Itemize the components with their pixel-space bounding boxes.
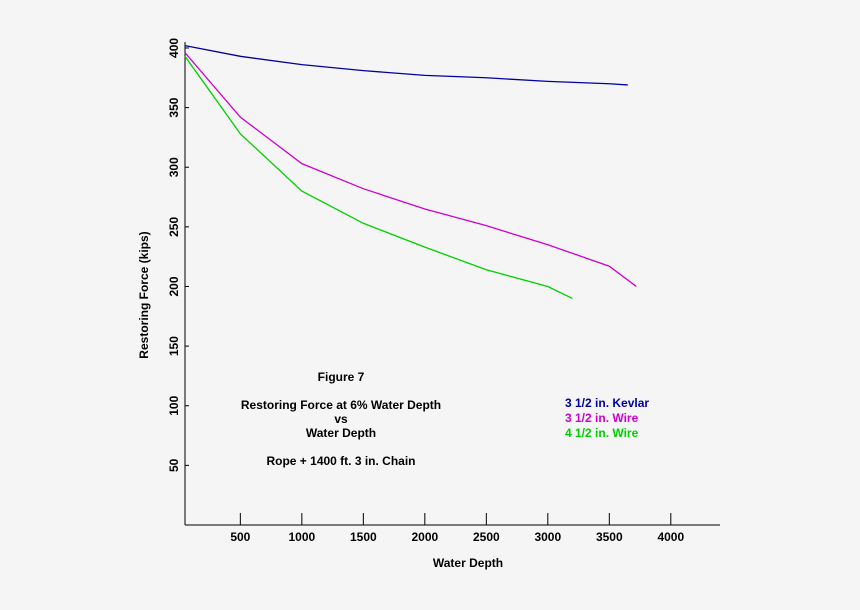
y-tick-label: 50 [167,458,181,472]
line [184,55,573,299]
y-tick-label: 300 [167,157,181,177]
x-tick-label: 1000 [288,530,315,544]
line [184,44,628,86]
legend-entry: 3 1/2 in. Wire [565,411,639,425]
y-tick-label: 400 [167,38,181,58]
x-tick-label: 2500 [473,530,500,544]
y-tick-label: 200 [167,276,181,296]
y-tick-label: 150 [167,336,181,356]
legend-entry: 4 1/2 in. Wire [565,426,639,440]
annotation: Restoring Force at 6% Water Depth [241,398,441,412]
x-tick-label: 2000 [411,530,438,544]
x-tick-label: 500 [230,530,250,544]
annotation: Rope + 1400 ft. 3 in. Chain [266,454,415,468]
line [184,52,637,288]
annotation: Water Depth [306,426,376,440]
x-tick-label: 1500 [350,530,377,544]
legend-entry: 3 1/2 in. Kevlar [565,396,649,410]
x-axis-label: Water Depth [433,556,503,570]
y-tick-label: 350 [167,97,181,117]
y-tick-label: 250 [167,217,181,237]
x-tick-label: 3000 [534,530,561,544]
x-tick-label: 4000 [657,530,684,544]
x-tick-label: 3500 [596,530,623,544]
y-tick-label: 100 [167,395,181,415]
y-axis-label: Restoring Force (kips) [137,231,151,358]
annotation: vs [334,412,348,426]
annotation: Figure 7 [318,370,365,384]
